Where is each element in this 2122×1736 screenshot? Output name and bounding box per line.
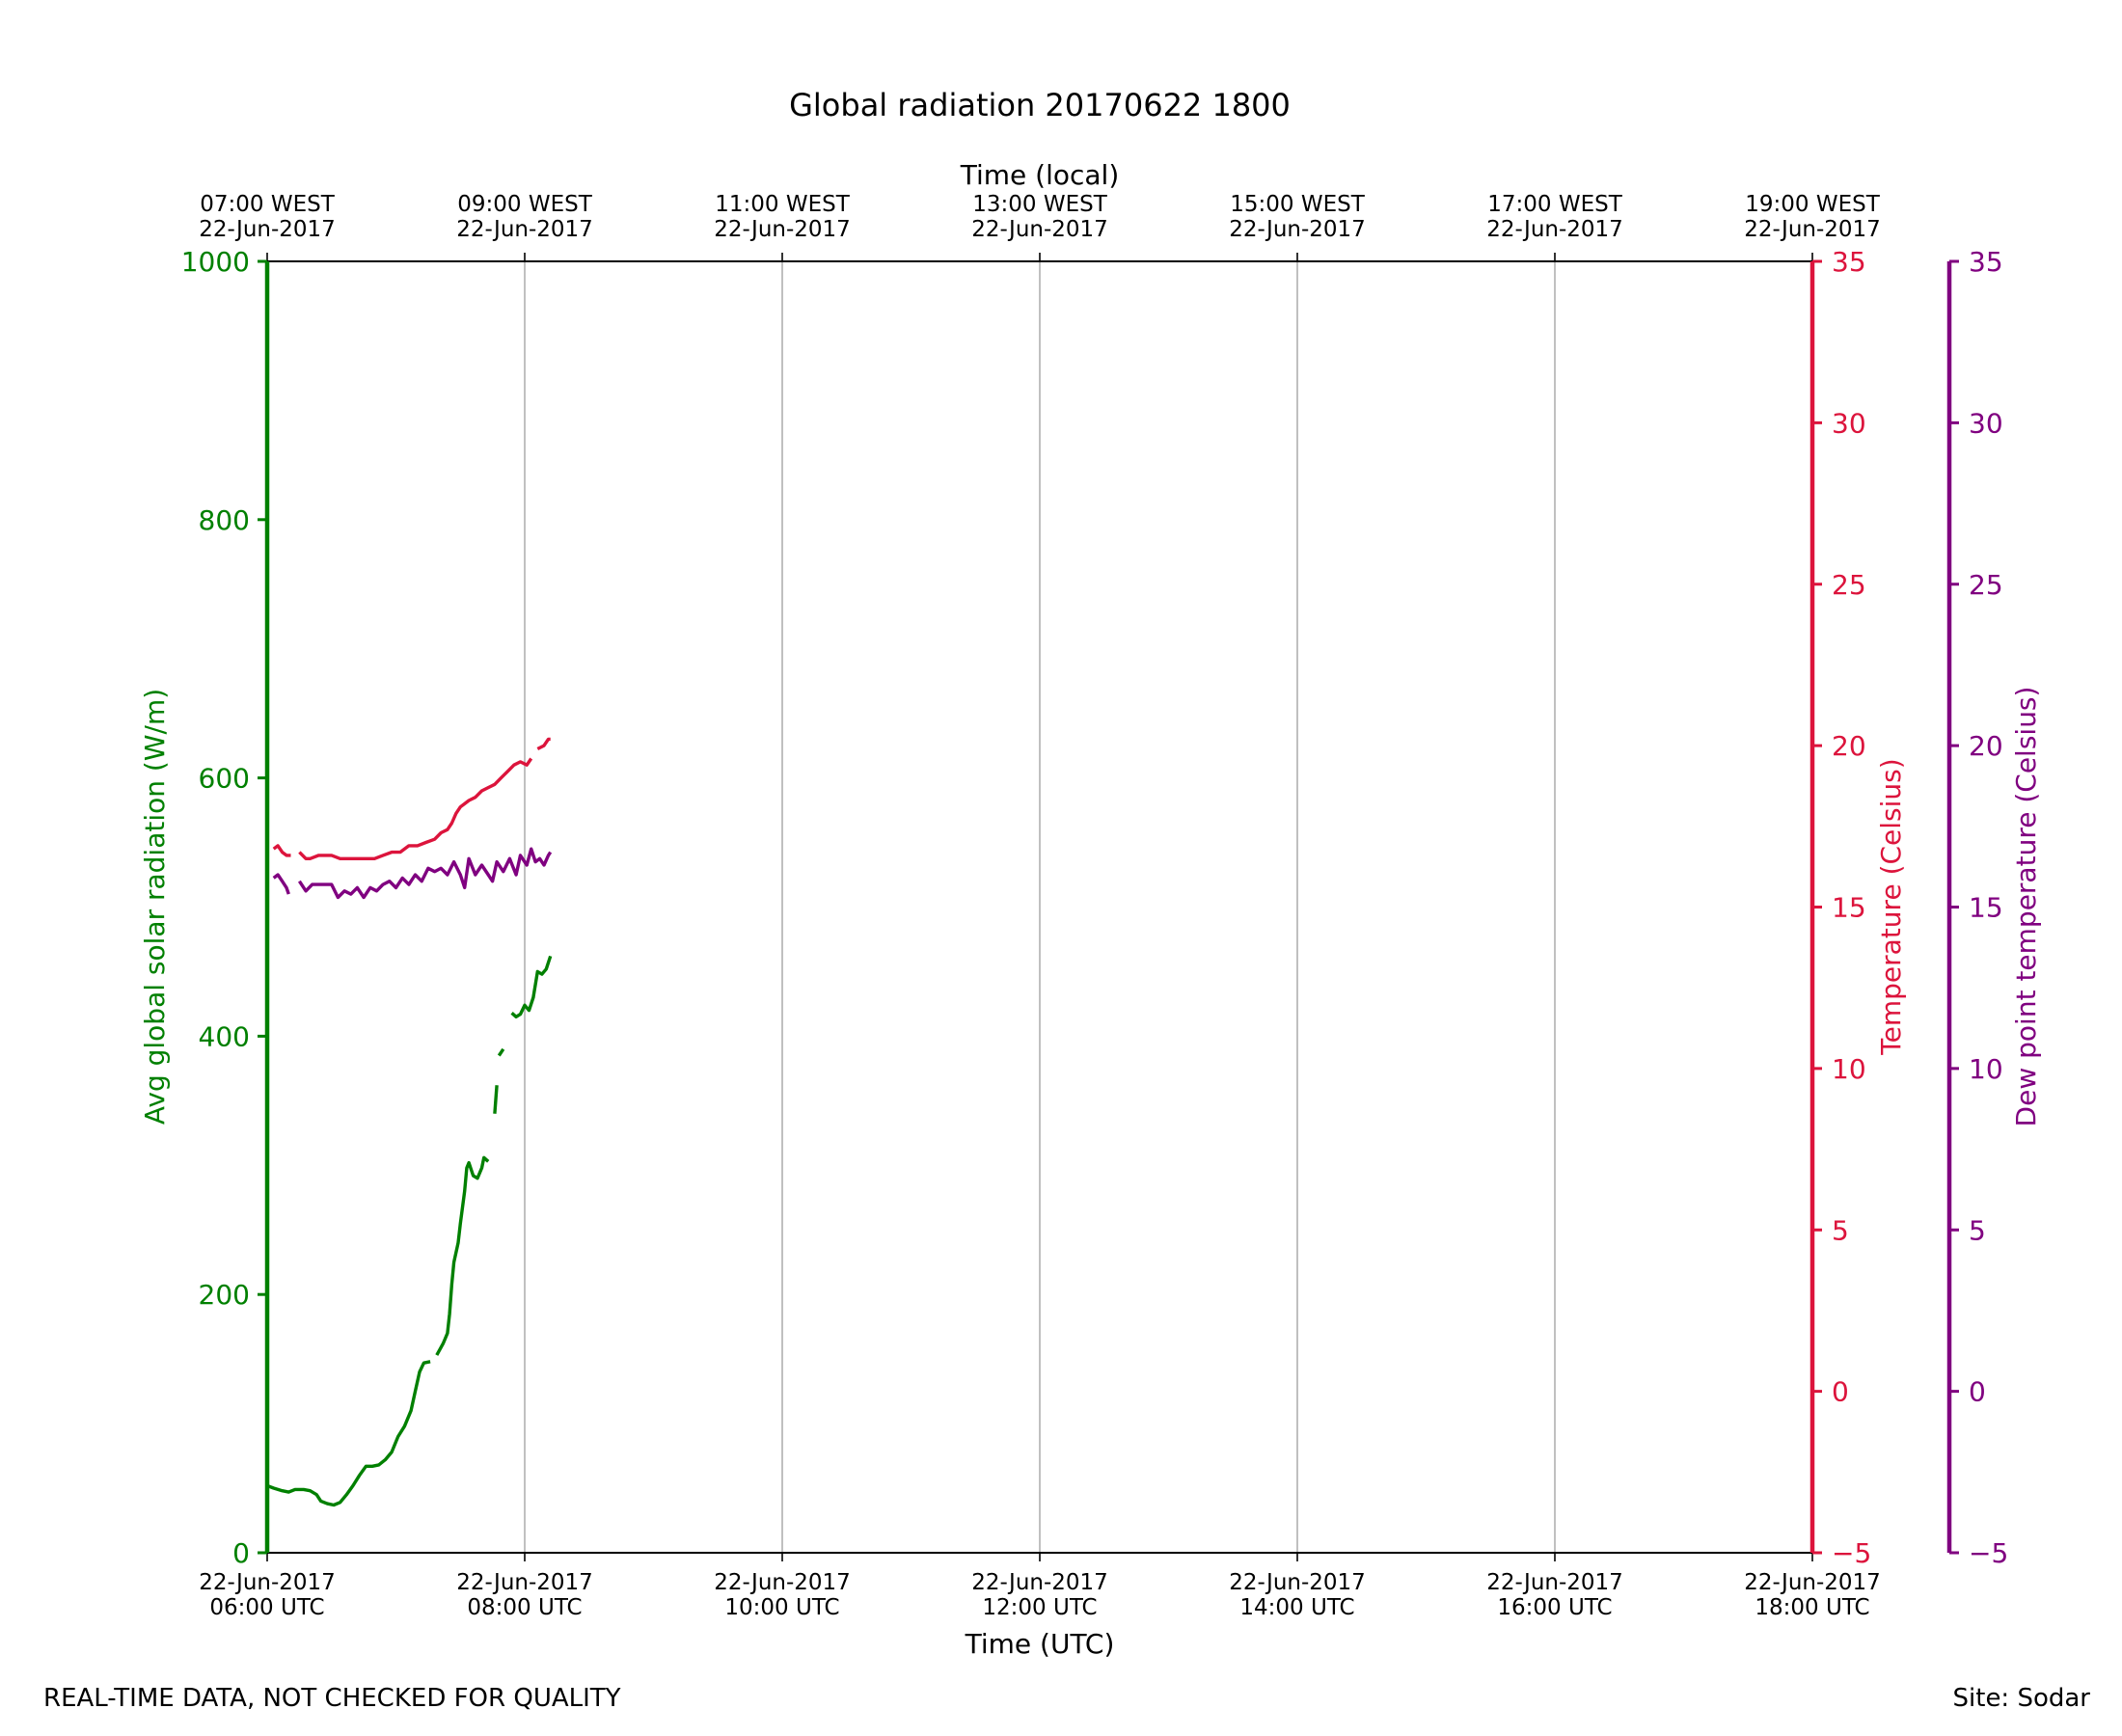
x-tick-label: 18:00 UTC [1755, 1595, 1869, 1620]
x-tick-label: 08:00 UTC [467, 1595, 582, 1620]
right2-tick-label: −5 [1969, 1537, 2008, 1569]
right1-tick-label: 0 [1832, 1376, 1849, 1408]
x2-tick-label: 22-Jun-2017 [456, 217, 593, 242]
series-line-left [435, 1155, 490, 1356]
right1-tick-label: 10 [1832, 1053, 1866, 1085]
chart-title: Global radiation 20170622 1800 [789, 87, 1291, 123]
x2-tick-label: 22-Jun-2017 [714, 217, 851, 242]
right1-tick-label: 20 [1832, 730, 1866, 762]
right2-tick-label: 10 [1969, 1053, 2003, 1085]
series-line-right1 [536, 737, 551, 751]
x-tick-label: 10:00 UTC [724, 1595, 839, 1620]
series-line-left [266, 1360, 431, 1507]
x2-tick-label: 11:00 WEST [715, 192, 850, 217]
series-line-left [510, 955, 553, 1019]
right2-axis-label: Dew point temperature (Celsius) [2010, 687, 2042, 1127]
right1-tick-label: 25 [1832, 569, 1866, 601]
x2-tick-label: 07:00 WEST [200, 192, 335, 217]
x-tick-label: 22-Jun-2017 [456, 1570, 593, 1595]
series-line-right2 [272, 873, 290, 895]
x-tick-label: 22-Jun-2017 [1229, 1570, 1366, 1595]
right1-tick-label: 15 [1832, 892, 1866, 924]
x-tick-label: 14:00 UTC [1239, 1595, 1354, 1620]
right2-tick-label: 30 [1969, 407, 2003, 439]
x2-tick-label: 22-Jun-2017 [971, 217, 1108, 242]
left-axis-label: Avg global solar radiation (W/m) [139, 689, 171, 1125]
series-line-right1 [298, 757, 533, 860]
series-line-right1 [272, 844, 291, 857]
x2-tick-label: 15:00 WEST [1230, 192, 1365, 217]
right2-tick-label: 35 [1969, 246, 2003, 278]
x2-tick-label: 22-Jun-2017 [1744, 217, 1881, 242]
x-tick-label: 22-Jun-2017 [714, 1570, 851, 1595]
right1-tick-label: 30 [1832, 407, 1866, 439]
x2-axis-label: Time (local) [960, 159, 1120, 191]
series-line-right2 [297, 847, 553, 900]
left-tick-label: 0 [232, 1537, 250, 1569]
left-tick-label: 1000 [181, 246, 250, 278]
x-tick-label: 22-Jun-2017 [1744, 1570, 1881, 1595]
right2-tick-label: 20 [1969, 730, 2003, 762]
series-line-left [497, 1047, 505, 1057]
x-tick-label: 06:00 UTC [209, 1595, 324, 1620]
x-tick-label: 22-Jun-2017 [199, 1570, 336, 1595]
x2-tick-label: 22-Jun-2017 [199, 217, 336, 242]
x-tick-label: 22-Jun-2017 [971, 1570, 1108, 1595]
series-layer [266, 737, 553, 1507]
left-tick-label: 800 [199, 504, 250, 536]
left-tick-label: 600 [199, 763, 250, 795]
x2-tick-label: 09:00 WEST [457, 192, 592, 217]
right2-tick-label: 15 [1969, 892, 2003, 924]
x-axis-label: Time (UTC) [965, 1628, 1115, 1660]
x-tick-label: 12:00 UTC [982, 1595, 1097, 1620]
right1-tick-label: 5 [1832, 1214, 1849, 1246]
x2-tick-label: 19:00 WEST [1745, 192, 1880, 217]
x-tick-label: 16:00 UTC [1497, 1595, 1612, 1620]
right1-tick-label: −5 [1832, 1537, 1871, 1569]
site-label: Site: Sodar [1952, 1684, 2090, 1713]
grid-lines [524, 261, 1556, 1553]
right2-tick-label: 0 [1969, 1376, 1986, 1408]
x2-tick-label: 17:00 WEST [1487, 192, 1622, 217]
left-tick-label: 200 [199, 1279, 250, 1311]
x2-tick-label: 22-Jun-2017 [1486, 217, 1623, 242]
right2-tick-label: 5 [1969, 1214, 1986, 1246]
left-tick-label: 400 [199, 1020, 250, 1052]
x2-tick-label: 22-Jun-2017 [1229, 217, 1366, 242]
x2-tick-label: 13:00 WEST [972, 192, 1107, 217]
right2-tick-label: 25 [1969, 569, 2003, 601]
quality-note: REAL-TIME DATA, NOT CHECKED FOR QUALITY [43, 1684, 621, 1713]
right1-tick-label: 35 [1832, 246, 1866, 278]
right1-axis-label: Temperature (Celsius) [1875, 758, 1907, 1055]
x-tick-label: 22-Jun-2017 [1486, 1570, 1623, 1595]
series-line-left [493, 1085, 499, 1114]
